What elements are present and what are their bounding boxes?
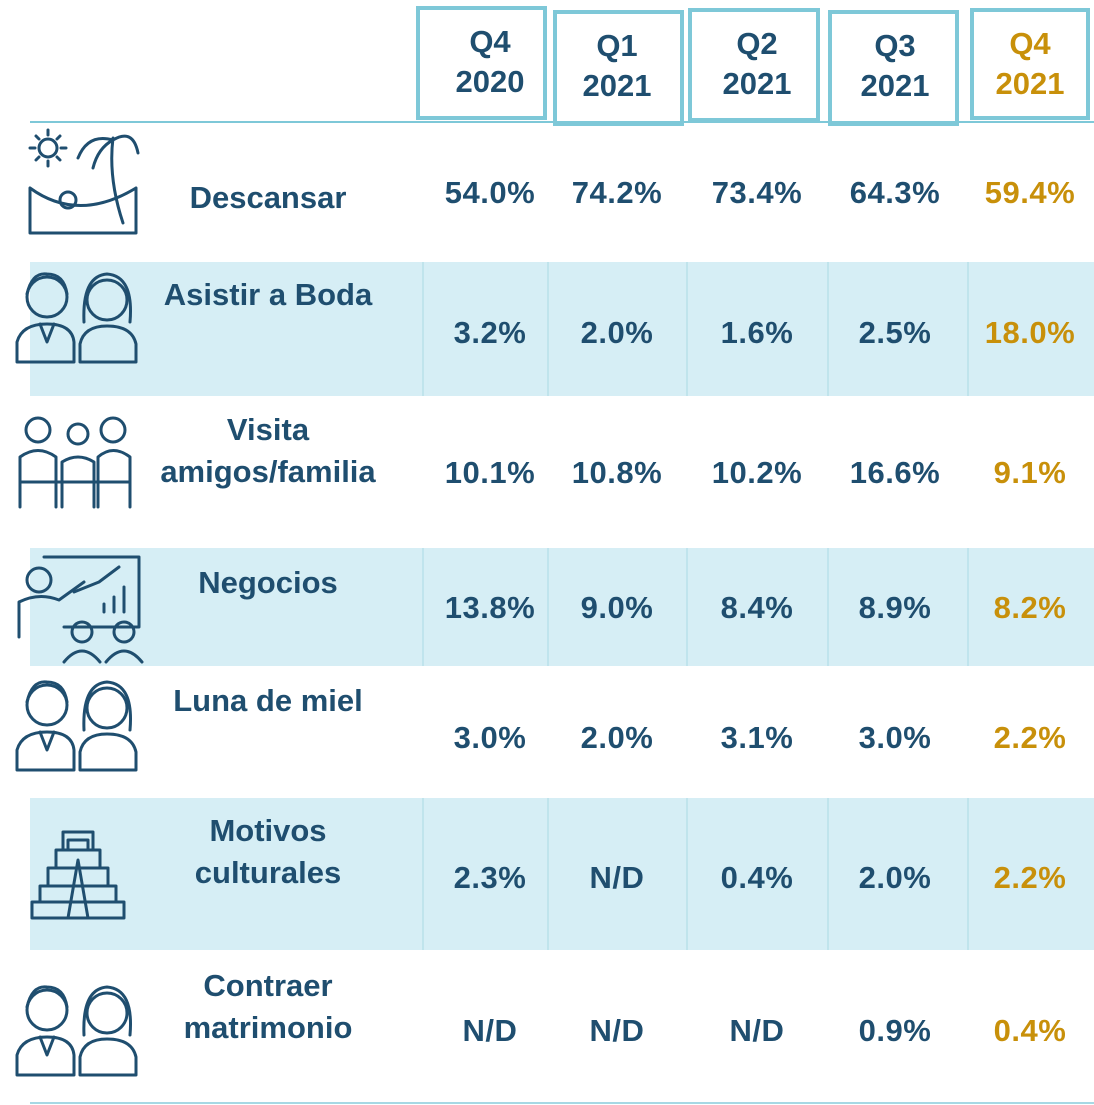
cell-value: N/D xyxy=(590,860,645,895)
cell-value: 9.0% xyxy=(581,590,654,625)
header-text: Q3 xyxy=(874,28,915,63)
cell-value: 0.9% xyxy=(859,1013,932,1048)
cell-value: 0.4% xyxy=(721,860,794,895)
header-box xyxy=(553,10,684,126)
row-label: Asistir a Boda xyxy=(164,277,373,312)
header-box xyxy=(828,10,959,126)
icon-culture xyxy=(30,830,126,920)
header-box xyxy=(688,8,820,122)
cell-value: 2.0% xyxy=(581,315,654,350)
row-label: Negocios xyxy=(198,565,338,600)
cell-value: 2.2% xyxy=(994,720,1067,755)
cell-value: 1.6% xyxy=(721,315,794,350)
cell-value: N/D xyxy=(730,1013,785,1048)
cell-value: 2.5% xyxy=(859,315,932,350)
row-bands xyxy=(30,262,1094,950)
cell-value: 74.2% xyxy=(572,175,662,210)
row-band xyxy=(30,798,1094,950)
cell-value: 8.9% xyxy=(859,590,932,625)
header-text: 2021 xyxy=(861,68,930,103)
cell-value: 2.3% xyxy=(454,860,527,895)
header-text: 2021 xyxy=(996,66,1065,101)
row-band xyxy=(30,262,1094,396)
icon-rest xyxy=(28,128,140,235)
cell-value: 13.8% xyxy=(445,590,535,625)
cell-value: 3.0% xyxy=(859,720,932,755)
cell-value: 64.3% xyxy=(850,175,940,210)
cell-value: 3.0% xyxy=(454,720,527,755)
row-label: Luna de miel xyxy=(173,683,362,718)
cell-value: N/D xyxy=(590,1013,645,1048)
header-box xyxy=(416,6,547,120)
cell-value: 2.2% xyxy=(994,860,1067,895)
cell-value: 3.1% xyxy=(721,720,794,755)
icon-family xyxy=(18,416,132,509)
cell-value: 54.0% xyxy=(445,175,535,210)
cell-value: 73.4% xyxy=(712,175,802,210)
row-label: Visita xyxy=(227,412,310,447)
cell-value: N/D xyxy=(463,1013,518,1048)
row-label: Descansar xyxy=(190,180,347,215)
cell-value: 3.2% xyxy=(454,315,527,350)
header-text: Q4 xyxy=(469,24,511,59)
cell-value: 18.0% xyxy=(985,315,1075,350)
header-text: Q2 xyxy=(736,26,777,61)
cell-value: 0.4% xyxy=(994,1013,1067,1048)
header-text: Q1 xyxy=(596,28,637,63)
cell-value: 10.2% xyxy=(712,455,802,490)
row-label: matrimonio xyxy=(184,1010,353,1045)
cell-value: 2.0% xyxy=(581,720,654,755)
header-text: Q4 xyxy=(1009,26,1051,61)
row-label: Contraer xyxy=(203,968,332,1003)
row-band xyxy=(30,548,1094,666)
cell-value: 10.1% xyxy=(445,455,535,490)
header-text: 2021 xyxy=(723,66,792,101)
header-box xyxy=(970,8,1090,120)
row-label: Motivos xyxy=(209,813,326,848)
cell-value: 2.0% xyxy=(859,860,932,895)
icon-marriage xyxy=(15,985,138,1077)
row-label: amigos/familia xyxy=(160,454,376,489)
header-text: 2021 xyxy=(583,68,652,103)
cell-value: 59.4% xyxy=(985,175,1075,210)
icon-honeymoon xyxy=(15,680,138,772)
cell-value: 8.4% xyxy=(721,590,794,625)
cell-value: 16.6% xyxy=(850,455,940,490)
row-label: culturales xyxy=(195,855,341,890)
cell-value: 8.2% xyxy=(994,590,1067,625)
header-text: 2020 xyxy=(456,64,525,99)
icon-business xyxy=(17,555,144,664)
icons xyxy=(15,128,144,1077)
cell-value: 9.1% xyxy=(994,455,1067,490)
cell-value: 10.8% xyxy=(572,455,662,490)
